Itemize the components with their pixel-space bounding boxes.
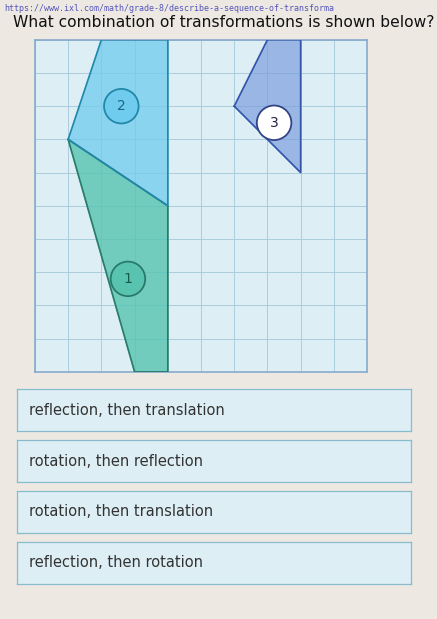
Polygon shape (68, 40, 168, 206)
Text: reflection, then rotation: reflection, then rotation (29, 555, 203, 570)
Text: reflection, then translation: reflection, then translation (29, 403, 225, 418)
Polygon shape (234, 40, 301, 173)
Text: https://www.ixl.com/math/grade-8/describe-a-sequence-of-transforma: https://www.ixl.com/math/grade-8/describ… (4, 4, 334, 14)
Circle shape (104, 89, 139, 123)
Text: 2: 2 (117, 99, 126, 113)
Circle shape (257, 105, 291, 140)
Text: rotation, then reflection: rotation, then reflection (29, 454, 203, 469)
Circle shape (111, 262, 145, 296)
Polygon shape (68, 139, 168, 372)
Text: What combination of transformations is shown below?: What combination of transformations is s… (13, 15, 435, 30)
Text: rotation, then translation: rotation, then translation (29, 504, 213, 519)
Text: 1: 1 (124, 272, 132, 286)
Text: 3: 3 (270, 116, 278, 130)
